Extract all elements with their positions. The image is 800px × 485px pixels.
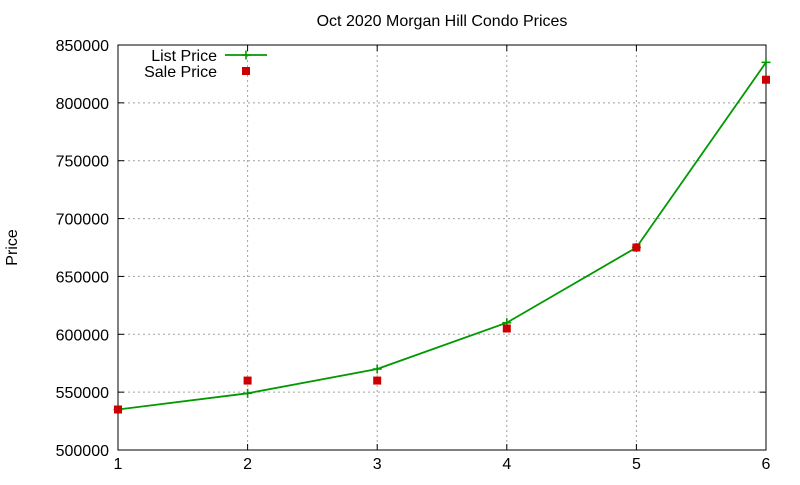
series xyxy=(113,57,771,414)
y-tick-label: 500000 xyxy=(56,443,109,460)
list-price-point xyxy=(761,57,771,67)
y-tick-label: 750000 xyxy=(56,154,109,171)
x-tick-label: 1 xyxy=(114,456,123,473)
series-sale-price xyxy=(114,75,770,414)
y-tick-label: 800000 xyxy=(56,96,109,113)
ticks: 500000 550000 600000 650000 700000 750000 8000… xyxy=(56,38,771,473)
sale-price-point xyxy=(502,324,511,333)
y-tick-label: 850000 xyxy=(56,38,109,55)
y-tick-label: 550000 xyxy=(56,385,109,402)
sale-price-point xyxy=(632,243,641,252)
y-tick-label: 650000 xyxy=(56,269,109,286)
grid xyxy=(118,45,766,450)
legend-label-sale-price: Sale Price xyxy=(144,64,217,81)
y-tick-label: 700000 xyxy=(56,212,109,229)
legend-marker-list-price xyxy=(241,50,251,60)
sale-price-point xyxy=(373,376,382,385)
chart-title: Oct 2020 Morgan Hill Condo Prices xyxy=(317,13,568,30)
list-price-line xyxy=(117,61,767,411)
y-tick-label: 600000 xyxy=(56,327,109,344)
plot-frame xyxy=(117,44,767,451)
sale-price-point xyxy=(243,376,252,385)
sale-price-point xyxy=(114,405,122,414)
x-tick-label: 5 xyxy=(632,456,641,473)
sale-price-point xyxy=(762,75,770,84)
legend-marker-sale-price xyxy=(242,67,250,75)
series-list-price xyxy=(113,57,771,414)
x-tick-label: 6 xyxy=(762,456,771,473)
list-price-point xyxy=(243,388,253,398)
y-axis-label: Price xyxy=(4,229,21,266)
x-tick-label: 3 xyxy=(373,456,382,473)
x-tick-label: 4 xyxy=(502,456,511,473)
x-tick-label: 2 xyxy=(243,456,252,473)
list-price-point xyxy=(372,364,382,374)
legend-label-list-price: List Price xyxy=(151,48,217,65)
